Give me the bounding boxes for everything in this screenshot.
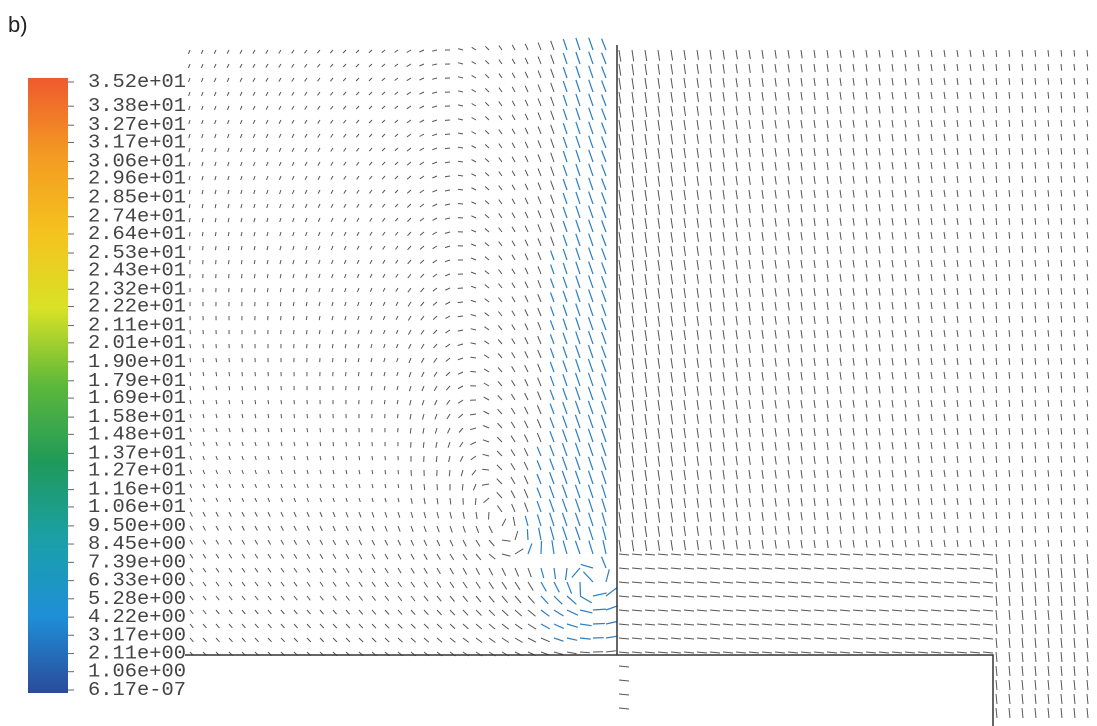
colorbar-label: 6.17e-07 [88, 679, 186, 701]
vectors-slow [188, 41, 1088, 718]
panel-label: b) [8, 12, 28, 37]
colorbar-label: 3.52e+01 [88, 71, 186, 93]
vector-field [188, 38, 1088, 718]
colorbar [28, 78, 68, 693]
walls [185, 45, 993, 726]
figure: b) 3.52e+013.38e+013.27e+013.17e+013.06e… [0, 0, 1097, 726]
